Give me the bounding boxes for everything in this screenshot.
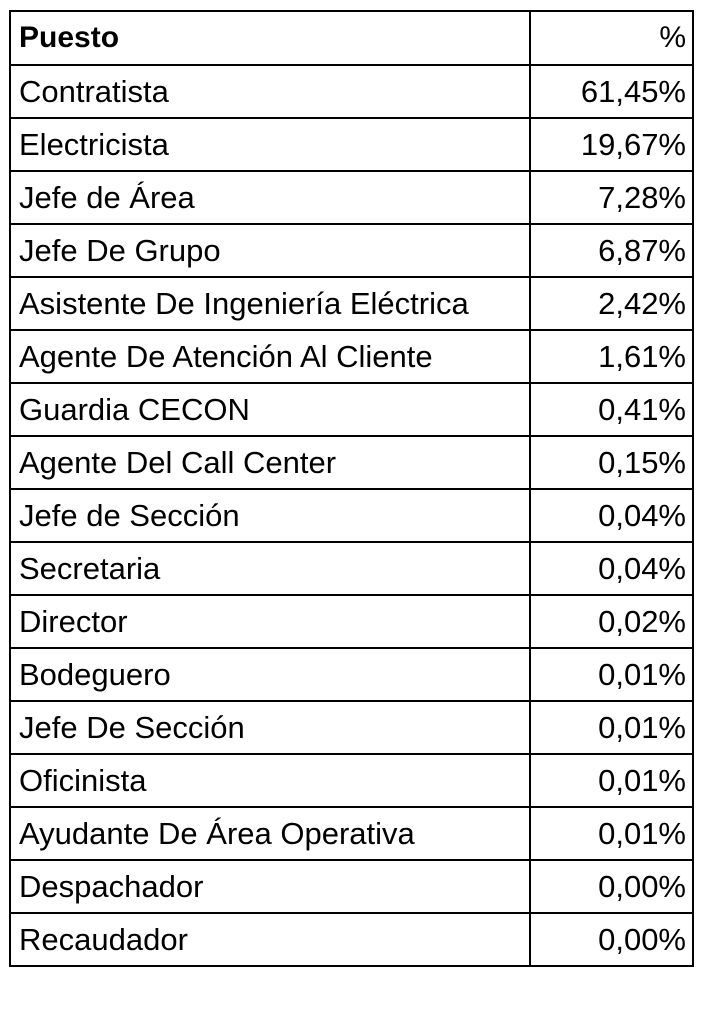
table-row: Ayudante De Área Operativa 0,01% xyxy=(9,806,694,861)
percent-cell: 0,00% xyxy=(529,912,694,967)
table-row: Jefe de Área 7,28% xyxy=(9,170,694,225)
puesto-cell: Electricista xyxy=(9,117,531,172)
table-row: Contratista 61,45% xyxy=(9,64,694,119)
table-row: Despachador 0,00% xyxy=(9,859,694,914)
table-header-row: Puesto % xyxy=(9,10,694,66)
header-puesto: Puesto xyxy=(9,10,531,66)
table-row: Agente De Atención Al Cliente 1,61% xyxy=(9,329,694,384)
puesto-percentage-table: Puesto % Contratista 61,45% Electricista… xyxy=(9,10,694,967)
table-row: Bodeguero 0,01% xyxy=(9,647,694,702)
puesto-cell: Jefe de Área xyxy=(9,170,531,225)
puesto-cell: Ayudante De Área Operativa xyxy=(9,806,531,861)
header-percent: % xyxy=(529,10,694,66)
puesto-cell: Jefe de Sección xyxy=(9,488,531,543)
table-row: Oficinista 0,01% xyxy=(9,753,694,808)
percent-cell: 0,41% xyxy=(529,382,694,437)
table-row: Agente Del Call Center 0,15% xyxy=(9,435,694,490)
puesto-cell: Jefe De Sección xyxy=(9,700,531,755)
percent-cell: 0,01% xyxy=(529,700,694,755)
percent-cell: 19,67% xyxy=(529,117,694,172)
percent-cell: 2,42% xyxy=(529,276,694,331)
table-row: Asistente De Ingeniería Eléctrica 2,42% xyxy=(9,276,694,331)
percent-cell: 0,01% xyxy=(529,647,694,702)
puesto-cell: Contratista xyxy=(9,64,531,119)
table-row: Director 0,02% xyxy=(9,594,694,649)
table-row: Electricista 19,67% xyxy=(9,117,694,172)
puesto-cell: Agente De Atención Al Cliente xyxy=(9,329,531,384)
percent-cell: 0,01% xyxy=(529,806,694,861)
percent-cell: 0,04% xyxy=(529,541,694,596)
table-row: Secretaria 0,04% xyxy=(9,541,694,596)
table-row: Jefe de Sección 0,04% xyxy=(9,488,694,543)
percent-cell: 7,28% xyxy=(529,170,694,225)
puesto-cell: Asistente De Ingeniería Eléctrica xyxy=(9,276,531,331)
table-row: Recaudador 0,00% xyxy=(9,912,694,967)
percent-cell: 0,04% xyxy=(529,488,694,543)
puesto-cell: Agente Del Call Center xyxy=(9,435,531,490)
percent-cell: 0,01% xyxy=(529,753,694,808)
percent-cell: 0,02% xyxy=(529,594,694,649)
table-row: Jefe De Sección 0,01% xyxy=(9,700,694,755)
percent-cell: 1,61% xyxy=(529,329,694,384)
table-row: Jefe De Grupo 6,87% xyxy=(9,223,694,278)
percent-cell: 6,87% xyxy=(529,223,694,278)
puesto-cell: Guardia CECON xyxy=(9,382,531,437)
puesto-cell: Oficinista xyxy=(9,753,531,808)
puesto-cell: Despachador xyxy=(9,859,531,914)
puesto-cell: Recaudador xyxy=(9,912,531,967)
puesto-cell: Bodeguero xyxy=(9,647,531,702)
puesto-cell: Director xyxy=(9,594,531,649)
puesto-cell: Jefe De Grupo xyxy=(9,223,531,278)
table-row: Guardia CECON 0,41% xyxy=(9,382,694,437)
percent-cell: 61,45% xyxy=(529,64,694,119)
percent-cell: 0,15% xyxy=(529,435,694,490)
percent-cell: 0,00% xyxy=(529,859,694,914)
puesto-cell: Secretaria xyxy=(9,541,531,596)
